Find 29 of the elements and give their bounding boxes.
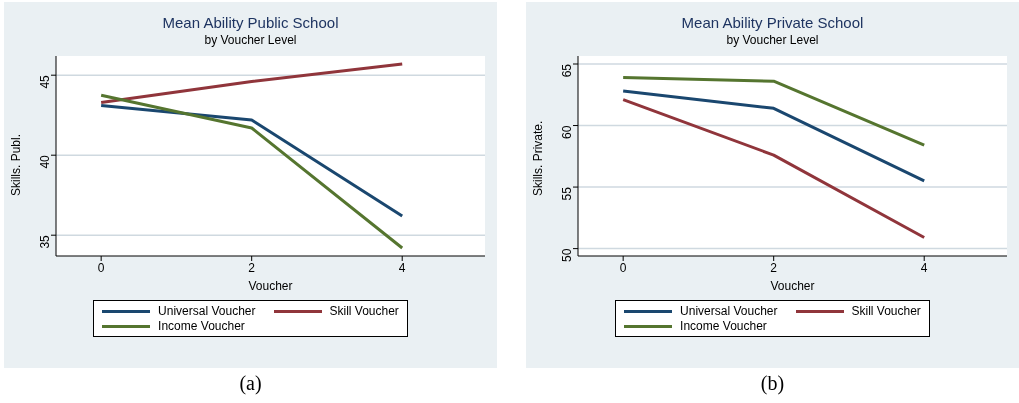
y-tick-label: 50	[560, 248, 575, 262]
x-tick-label: 2	[770, 260, 778, 275]
x-tick-label: 0	[619, 260, 627, 275]
chart-title: Mean Ability Private School	[680, 13, 865, 32]
y-tick-label: 45	[38, 74, 53, 89]
y-tick-label: 35	[38, 234, 53, 249]
legend-label: Universal Voucher	[158, 304, 256, 318]
y-tick-label: 60	[560, 125, 575, 139]
legend-label: Skill Voucher	[329, 304, 399, 318]
chart-subtitle: by Voucher Level	[203, 32, 298, 48]
y-tick-label: 55	[560, 186, 575, 201]
x-tick-label: 2	[248, 260, 256, 275]
x-axis-title: Voucher	[248, 279, 293, 293]
chart-title: Mean Ability Public School	[161, 13, 340, 32]
legend-label: Universal Voucher	[680, 304, 778, 318]
y-axis-title: Skills. Private.	[531, 120, 546, 196]
y-tick-label: 40	[38, 154, 53, 169]
x-tick-label: 4	[398, 260, 406, 275]
x-axis-title: Voucher	[770, 279, 815, 293]
text: (b)	[759, 372, 786, 395]
x-tick-label: 0	[97, 260, 105, 275]
legend-label: Income Voucher	[158, 319, 245, 333]
y-axis-title: Skills. Publ.	[9, 133, 24, 196]
legend-label: Income Voucher	[680, 319, 767, 333]
text: (a)	[238, 372, 263, 395]
legend-label: Skill Voucher	[851, 304, 921, 318]
y-tick-label: 65	[560, 63, 575, 78]
x-tick-label: 4	[920, 260, 928, 275]
chart-subtitle: by Voucher Level	[725, 32, 820, 48]
